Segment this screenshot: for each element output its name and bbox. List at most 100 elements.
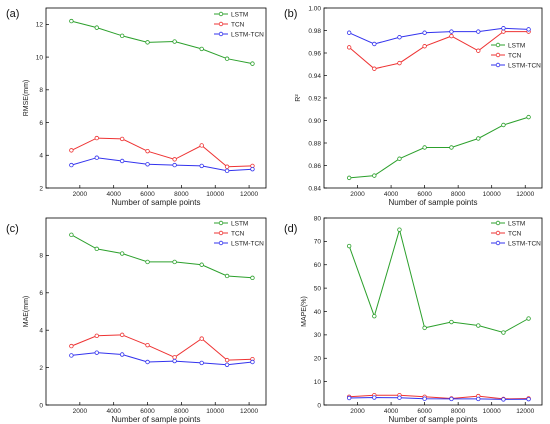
series-line-lstm-tcn xyxy=(348,27,529,45)
chart-panel-3: 2000 4000 6000 8000 10000 12000 0 2 4 6 8 Number of… xyxy=(6,217,267,424)
data-point-tcn xyxy=(449,33,454,39)
y-tick-label: 4 xyxy=(39,153,43,160)
legend-swatch-marker xyxy=(218,21,224,27)
data-point-lstm xyxy=(422,145,427,150)
series-line-lstm xyxy=(348,227,529,334)
legend-swatch-marker xyxy=(495,220,501,226)
series-line-tcn xyxy=(348,31,529,70)
x-tick-label: 4000 xyxy=(106,408,121,415)
y-tick-label: 0.98 xyxy=(308,28,321,35)
y-tick-label: 1.00 xyxy=(308,5,321,12)
legend-label: LSTM-TCN xyxy=(508,240,541,247)
y-tick-label: 8 xyxy=(39,87,43,94)
x-axis-label: Number of sample points xyxy=(389,415,478,424)
data-point-lstm-tcn xyxy=(422,396,427,401)
y-tick-label: 0.90 xyxy=(308,118,321,125)
panel-label: (d) xyxy=(284,223,297,235)
data-point-lstm-tcn xyxy=(119,352,125,357)
x-tick-label: 8000 xyxy=(174,191,189,198)
data-point-lstm xyxy=(397,227,402,232)
data-point-lstm xyxy=(250,275,255,281)
data-point-lstm-tcn xyxy=(119,158,125,164)
data-point-lstm xyxy=(476,136,481,141)
data-point-lstm xyxy=(526,114,531,120)
legend-label: TCN xyxy=(231,21,245,28)
data-point-lstm xyxy=(346,243,352,249)
data-point-tcn xyxy=(346,45,352,50)
y-tick-label: 60 xyxy=(314,262,322,269)
data-point-lstm-tcn xyxy=(224,168,230,174)
data-point-lstm-tcn xyxy=(476,29,481,34)
x-tick-label: 10000 xyxy=(483,191,501,198)
x-tick-label: 6000 xyxy=(417,191,432,198)
plot-frame xyxy=(45,7,267,189)
data-point-lstm-tcn xyxy=(199,360,204,366)
legend-label: LSTM xyxy=(508,220,525,227)
plot-frame xyxy=(45,217,267,406)
y-tick-label: 2 xyxy=(39,365,43,372)
data-point-lstm xyxy=(94,25,99,30)
legend-label: LSTM xyxy=(231,11,248,18)
data-point-tcn xyxy=(172,157,177,162)
series-line-tcn xyxy=(71,334,253,361)
legend: LSTM TCN LSTM-TCN xyxy=(491,42,541,69)
x-tick-label: 10000 xyxy=(483,408,501,415)
legend-label: TCN xyxy=(508,52,522,59)
chart-panel-4: 2000 4000 6000 8000 10000 12000 0 10 20 30 40 50 60 7… xyxy=(284,215,543,424)
data-point-tcn xyxy=(422,44,427,49)
y-axis-label: MAPE(%) xyxy=(301,296,308,327)
series-line-tcn xyxy=(349,394,529,400)
data-point-lstm-tcn xyxy=(501,397,506,402)
data-point-lstm-tcn xyxy=(224,362,230,367)
data-point-lstm-tcn xyxy=(346,30,352,35)
y-tick-label: 6 xyxy=(39,120,43,127)
series-line-lstm xyxy=(71,234,253,279)
data-point-tcn xyxy=(476,48,481,53)
panel-label: (a) xyxy=(6,8,19,20)
x-tick-label: 6000 xyxy=(417,408,432,415)
data-point-lstm-tcn xyxy=(346,395,352,401)
data-point-lstm xyxy=(69,18,74,24)
data-point-lstm xyxy=(449,319,454,325)
y-tick-label: 10 xyxy=(36,54,44,61)
data-point-lstm-tcn xyxy=(172,162,177,168)
data-point-lstm xyxy=(172,39,177,44)
data-point-lstm xyxy=(372,313,377,319)
data-point-lstm-tcn xyxy=(145,162,150,167)
y-axis-label: MAE(mm) xyxy=(23,296,30,328)
x-tick-label: 4000 xyxy=(384,191,399,198)
y-tick-label: 0.88 xyxy=(308,140,321,147)
data-point-tcn xyxy=(172,355,177,360)
y-tick-label: 0.84 xyxy=(308,185,321,192)
x-tick-label: 10000 xyxy=(206,191,224,198)
y-tick-label: 50 xyxy=(314,285,322,292)
y-tick-label: 20 xyxy=(314,356,322,363)
data-point-lstm-tcn xyxy=(449,396,454,402)
data-point-tcn xyxy=(119,332,125,338)
legend-label: LSTM-TCN xyxy=(231,240,264,247)
data-point-lstm-tcn xyxy=(372,41,377,47)
series-line-lstm-tcn xyxy=(71,352,253,366)
legend-label: LSTM xyxy=(508,42,525,49)
y-tick-label: 30 xyxy=(314,332,322,339)
data-point-lstm xyxy=(449,145,454,150)
data-point-lstm xyxy=(94,246,99,252)
data-point-lstm xyxy=(476,323,481,328)
data-point-lstm-tcn xyxy=(172,358,177,364)
legend-label: LSTM-TCN xyxy=(508,62,541,69)
x-tick-label: 8000 xyxy=(451,191,466,198)
y-tick-label: 6 xyxy=(39,290,43,297)
x-tick-label: 4000 xyxy=(384,408,399,415)
data-point-lstm-tcn xyxy=(501,26,506,31)
chart-panel-1: 2000 4000 6000 8000 10000 12000 2 4 6 8 10 12 Number… xyxy=(6,7,267,207)
y-tick-label: 4 xyxy=(39,328,43,335)
data-point-lstm xyxy=(372,173,377,178)
data-point-lstm xyxy=(199,46,204,52)
y-axis-label: RMSE(mm) xyxy=(23,80,30,117)
data-point-lstm xyxy=(526,316,531,321)
data-point-lstm-tcn xyxy=(526,396,531,402)
legend-swatch-marker xyxy=(218,11,224,17)
y-tick-label: 10 xyxy=(314,379,322,386)
legend: LSTM TCN LSTM-TCN xyxy=(214,11,264,38)
